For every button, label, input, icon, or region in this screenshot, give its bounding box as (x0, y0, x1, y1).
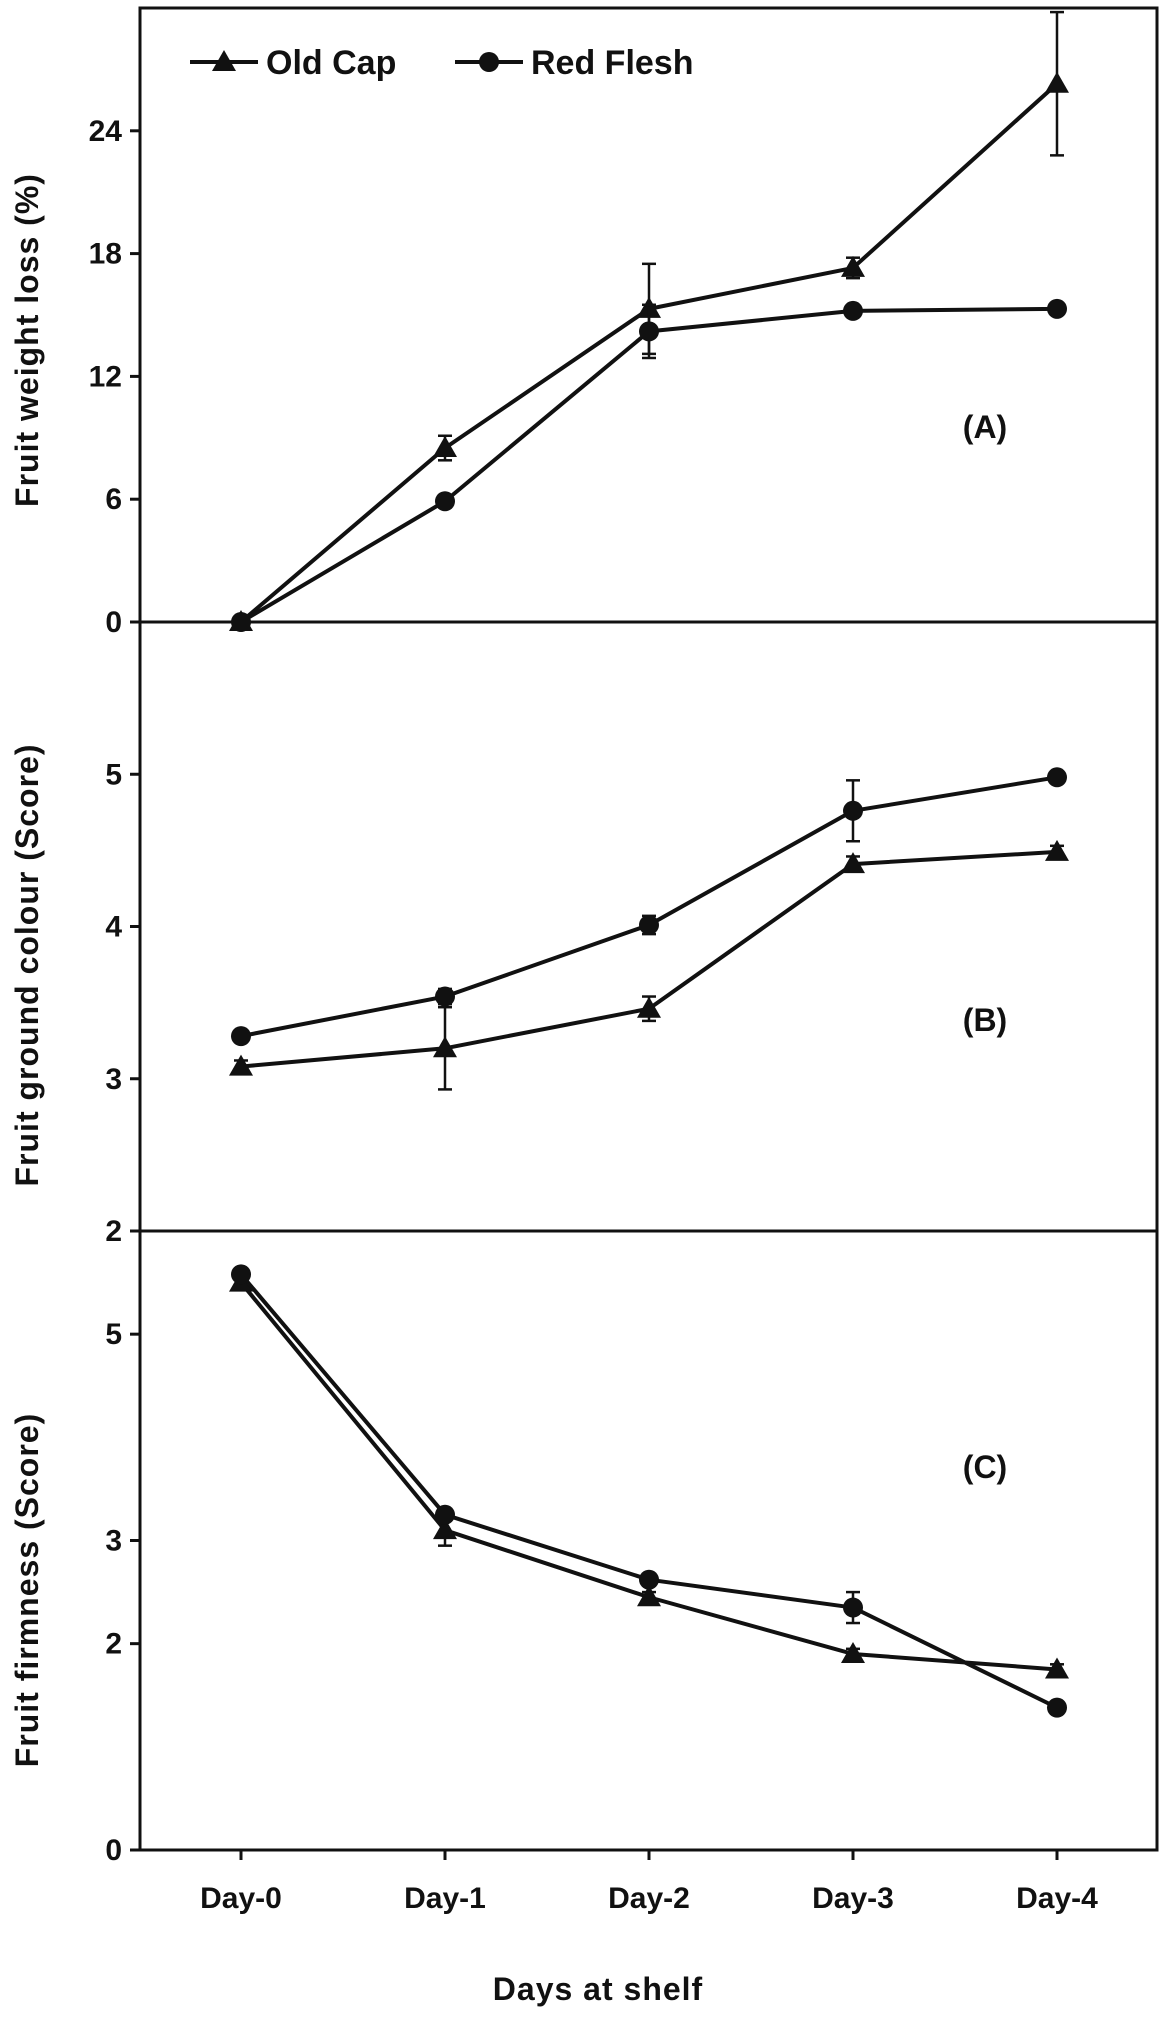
circle-marker (843, 800, 863, 821)
x-tick-label: Day-1 (404, 1882, 486, 1915)
triangle-marker (637, 996, 661, 1018)
circle-marker (435, 491, 455, 512)
circle-marker (843, 1597, 863, 1618)
series-layer (229, 10, 1069, 1718)
y-tick-label: 2 (105, 1628, 122, 1661)
y-tick-label: 2 (105, 1215, 122, 1248)
legend-label: Red Flesh (531, 44, 693, 82)
triangle-marker (433, 436, 457, 458)
x-tick-label: Day-3 (812, 1882, 894, 1915)
circle-marker (231, 1264, 251, 1285)
y-tick-label: 0 (105, 606, 122, 639)
x-tick-label: Day-2 (608, 1882, 690, 1915)
legend-label: Old Cap (266, 44, 396, 82)
y-tick-label: 5 (105, 1318, 122, 1351)
y-tick-label: 18 (89, 238, 122, 271)
triangle-marker (1045, 839, 1069, 861)
series-line (239, 1273, 1058, 1710)
legend-triangle-marker (212, 50, 236, 71)
series-red-flesh-0 (231, 298, 1067, 632)
legend-item-red-flesh: Red Flesh (455, 44, 693, 82)
circle-marker (435, 986, 455, 1007)
circle-marker (1047, 767, 1067, 788)
triangle-marker (841, 255, 865, 277)
y-tick-label: 4 (105, 911, 122, 944)
x-axis: Day-0 Day-1 Day-2 Day-3 Day-4 (200, 1850, 1098, 1915)
y-axis-title-a: Fruit weight loss (%) (9, 173, 45, 507)
y-tick-label: 24 (89, 115, 123, 148)
legend: Old Cap Red Flesh (190, 44, 693, 82)
series-red-flesh-2 (231, 1264, 1067, 1718)
series-red-flesh-1 (231, 767, 1067, 1047)
y-tick-label: 3 (105, 1063, 122, 1096)
y-tick-labels: 0 6 12 18 24 2 3 4 5 0 2 3 5 (89, 115, 123, 1867)
panel-label-b: (B) (963, 1002, 1007, 1038)
circle-marker (231, 1026, 251, 1047)
circle-marker (639, 1569, 659, 1590)
series-line (239, 1281, 1058, 1672)
circle-marker (1047, 1697, 1067, 1718)
y-tick-label: 3 (105, 1525, 122, 1558)
panel-frame-2 (138, 1229, 1159, 1852)
x-tick-label: Day-4 (1016, 1882, 1098, 1915)
triangle-marker (841, 1641, 865, 1663)
circle-marker (231, 612, 251, 632)
triangle-marker (433, 1518, 457, 1540)
y-tick-label: 12 (89, 360, 122, 393)
circle-marker (843, 300, 863, 321)
triangle-marker (841, 852, 865, 874)
legend-circle-marker (479, 52, 499, 72)
legend-item-old-cap: Old Cap (190, 44, 396, 82)
triangle-marker (1045, 71, 1069, 93)
x-axis-title: Days at shelf (493, 1971, 703, 2007)
triangle-marker (229, 1054, 253, 1076)
triangle-marker (1045, 1657, 1069, 1679)
panel-label-c: (C) (963, 1449, 1007, 1485)
y-tick-label: 0 (105, 1834, 122, 1867)
circle-marker (639, 914, 659, 935)
series-old-cap-1 (229, 839, 1069, 1091)
series-old-cap-2 (229, 1270, 1069, 1679)
y-tick-label: 5 (105, 758, 122, 791)
y-axis-title-c: Fruit firmness (Score) (9, 1413, 45, 1768)
circle-marker (1047, 298, 1067, 319)
x-tick-label: Day-0 (200, 1882, 282, 1915)
y-tick-label: 6 (105, 483, 122, 516)
y-axis-title-b: Fruit ground colour (Score) (9, 744, 45, 1187)
circle-marker (435, 1504, 455, 1525)
triangle-marker (433, 1036, 457, 1058)
circle-marker (639, 321, 659, 342)
series-line (240, 849, 1058, 1069)
panel-label-a: (A) (963, 409, 1007, 445)
triangle-marker (637, 1585, 661, 1607)
